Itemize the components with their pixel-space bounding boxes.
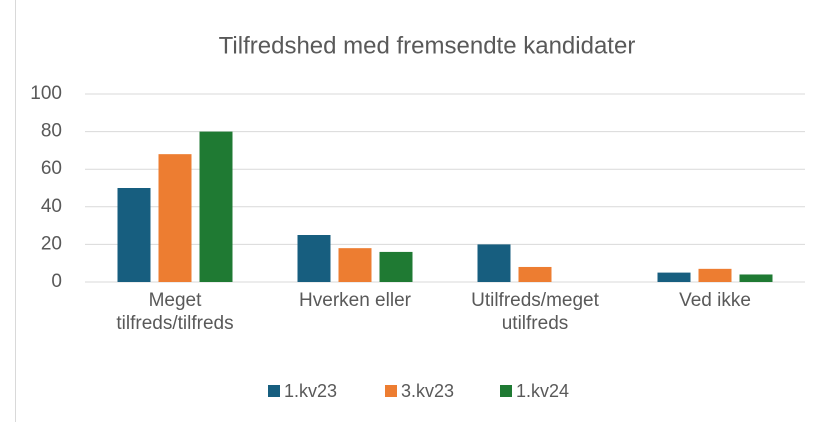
y-tick-label: 80: [41, 121, 62, 142]
bar: [379, 251, 413, 282]
y-tick-label: 100: [30, 83, 62, 104]
bar: [117, 188, 151, 282]
bar: [158, 154, 192, 282]
legend-label: 3.kv23: [401, 381, 454, 401]
bar: [477, 244, 511, 282]
x-tick-label: Utilfreds/meget utilfreds: [471, 290, 599, 334]
legend-label: 1.kv23: [284, 381, 337, 401]
y-tick-label: 60: [41, 158, 62, 179]
y-tick-label: 40: [41, 196, 62, 217]
chart-title: Tilfredshed med fremsendte kandidater: [219, 32, 636, 59]
y-tick-label: 20: [41, 233, 62, 254]
bar: [199, 131, 233, 282]
bar: [739, 274, 773, 282]
x-tick-label: Hverken eller: [299, 290, 411, 311]
legend-label: 1.kv24: [516, 381, 569, 401]
x-tick-label: Ved ikke: [679, 290, 751, 311]
bar: [297, 235, 331, 282]
bar: [338, 248, 372, 282]
bar: [657, 272, 691, 282]
legend-swatch: [500, 385, 512, 397]
bar: [518, 266, 552, 282]
legend-swatch: [268, 385, 280, 397]
x-tick-label: Meget tilfreds/tilfreds: [116, 290, 234, 334]
bar: [698, 268, 732, 282]
y-tick-label: 0: [51, 271, 62, 292]
legend-swatch: [385, 385, 397, 397]
chart-border: [15, 0, 16, 422]
